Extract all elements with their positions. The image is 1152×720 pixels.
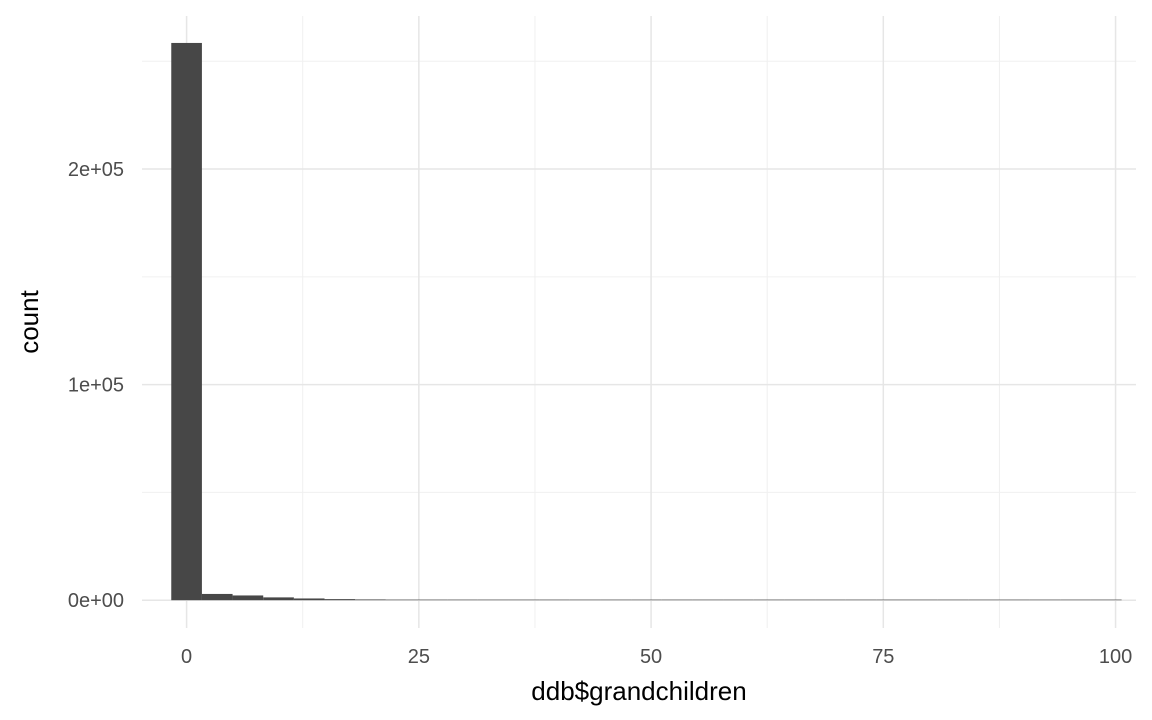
histogram-bar [293,598,325,601]
histogram-bar [661,599,693,601]
y-tick-label: 1e+05 [68,375,124,397]
histogram-bar [907,599,938,601]
panel-background [142,16,1136,628]
histogram-bar [1060,599,1091,601]
histogram-bar [784,599,816,601]
histogram-bar [600,599,632,601]
histogram-bar [171,42,202,601]
histogram-bar [845,599,877,601]
histogram-bar [692,599,724,601]
histogram-bar [569,599,601,601]
histogram-bar [385,599,417,601]
histogram-bar [998,599,1030,601]
histogram-bar [753,599,785,601]
y-axis-title: count [14,289,44,353]
x-axis-tick-labels: 0 25 50 75 100 [181,646,1132,668]
minor-gridlines [142,16,1136,628]
histogram-bar [416,599,448,601]
x-tick-label: 75 [872,646,894,668]
histogram-bar [1090,599,1122,601]
histogram-bar [508,599,540,601]
histogram-bar [876,599,908,601]
x-tick-label: 25 [408,646,430,668]
histogram-bar [447,599,478,601]
y-axis-tick-labels: 0e+00 1e+05 2e+05 [68,159,124,612]
histogram-bar [477,599,509,601]
histogram-bar [324,599,356,601]
histogram-bar [201,593,233,601]
histogram-bar [937,599,969,601]
histogram-bar [815,599,846,601]
histogram-bar [263,597,294,601]
histogram-bar [232,595,264,601]
x-tick-label: 50 [640,646,662,668]
histogram-bar [631,599,662,601]
histogram-bars [171,42,1122,601]
histogram-bar [539,599,570,601]
y-tick-label: 0e+00 [68,590,124,612]
histogram-bar [968,599,999,601]
x-tick-label: 100 [1099,646,1132,668]
y-tick-label: 2e+05 [68,159,124,181]
histogram-bar [723,599,754,601]
histogram-bar [355,599,386,601]
histogram-bar [1029,599,1061,601]
x-tick-label: 0 [181,646,192,668]
x-axis-title: ddb$grandchildren [531,676,746,706]
